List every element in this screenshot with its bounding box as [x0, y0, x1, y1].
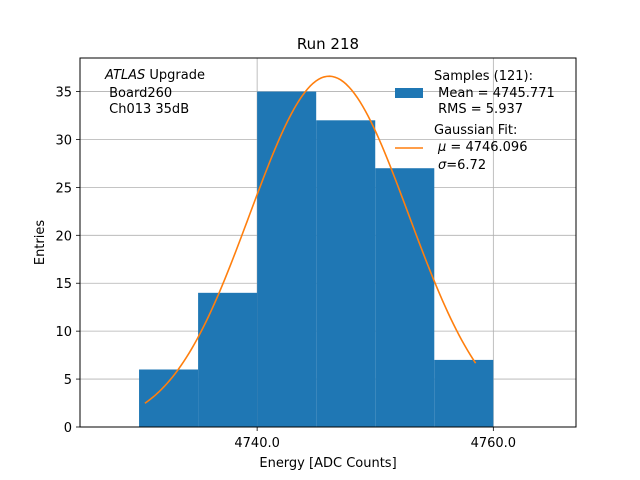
- legend-samples-rms: RMS = 5.937: [434, 102, 523, 117]
- histogram-bar: [257, 91, 317, 427]
- histogram-bars: [139, 91, 494, 428]
- x-tick-label: 4760.0: [471, 436, 517, 451]
- annotation-atlas: ATLAS: [104, 68, 145, 83]
- y-tick-label: 5: [64, 373, 72, 388]
- legend-fit-title: Gaussian Fit:: [434, 123, 517, 138]
- y-tick-label: 30: [55, 133, 72, 148]
- y-tick-label: 10: [55, 325, 72, 340]
- x-tick-label: 4740.0: [234, 436, 280, 451]
- axis-ticks: 4740.0 4760.0 0 5 10 15 20 25 30 35: [55, 86, 516, 451]
- legend-fit-mu-symbol: μ: [437, 140, 446, 155]
- legend: Samples (121): Mean = 4745.771 RMS = 5.9…: [395, 69, 555, 173]
- gaussian-fit-line: [144, 75, 477, 404]
- legend-fit-sigma-symbol: σ: [438, 158, 447, 173]
- legend-fit-mu-value: = 4746.096: [446, 140, 527, 155]
- y-tick-label: 25: [55, 181, 72, 196]
- svg-text:μ = 4746.096: μ = 4746.096: [437, 140, 527, 155]
- chart-title: Run 218: [297, 35, 359, 53]
- svg-text:σ=6.72: σ=6.72: [438, 158, 486, 173]
- histogram-bar: [316, 120, 376, 427]
- gaussian-fit-curve: [144, 75, 477, 404]
- plot-frame: [79, 57, 577, 428]
- annotation-channel: Ch013 35dB: [105, 102, 189, 117]
- y-tick-label: 20: [55, 229, 72, 244]
- atlas-annotation: ATLAS Upgrade Board260 Ch013 35dB: [104, 68, 205, 117]
- svg-text:ATLAS Upgrade: ATLAS Upgrade: [104, 68, 205, 83]
- y-tick-label: 15: [55, 277, 72, 292]
- legend-samples-mean: Mean = 4745.771: [434, 86, 555, 101]
- histogram-bar: [139, 369, 199, 427]
- legend-fit-sigma-value: =6.72: [446, 158, 486, 173]
- annotation-upgrade: Upgrade: [145, 68, 205, 83]
- legend-samples-swatch: [395, 88, 423, 98]
- annotation-board: Board260: [105, 86, 172, 101]
- y-tick-label: 35: [55, 86, 72, 101]
- y-tick-label: 0: [64, 421, 72, 436]
- legend-samples-title: Samples (121):: [434, 69, 533, 84]
- histogram-bar: [198, 292, 258, 427]
- x-axis-label: Energy [ADC Counts]: [259, 456, 396, 471]
- y-axis-label: Entries: [33, 220, 48, 266]
- histogram-bar: [375, 168, 435, 428]
- histogram-bar: [434, 359, 494, 427]
